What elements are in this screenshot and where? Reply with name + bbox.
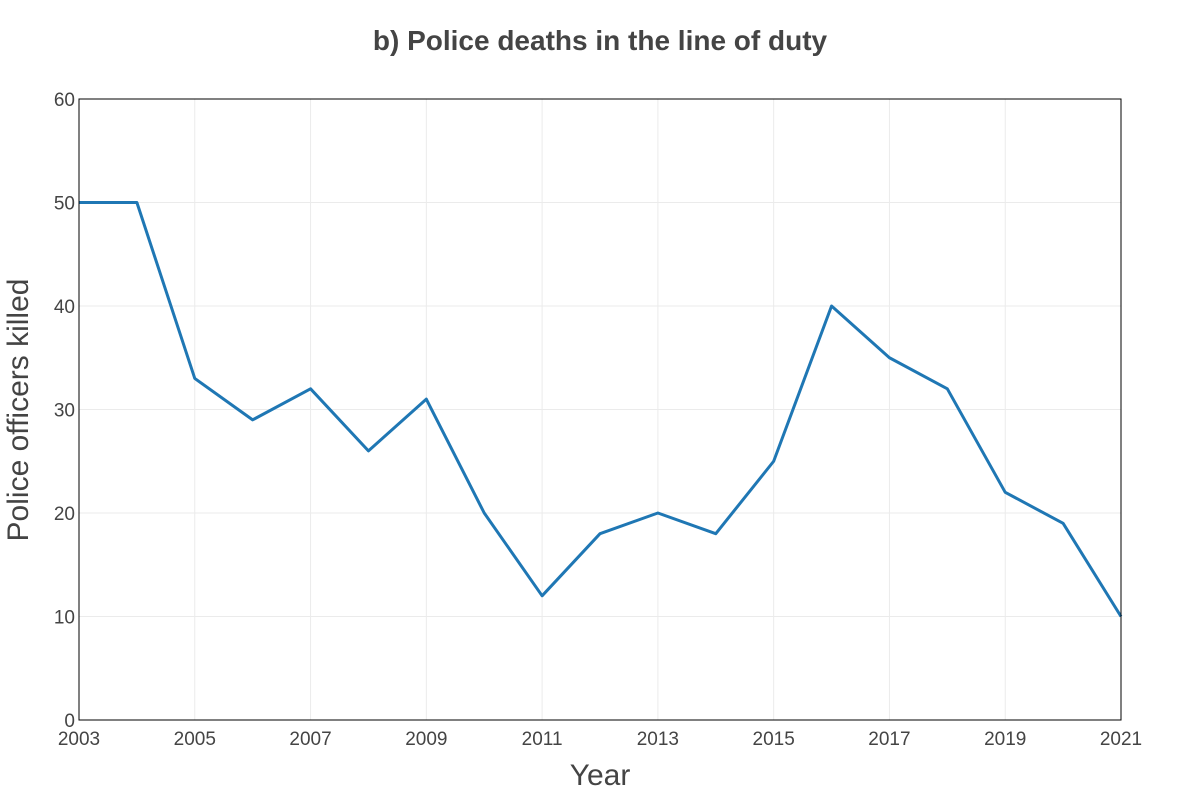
y-tick-label: 60	[54, 90, 75, 111]
x-tick-label: 2019	[984, 729, 1026, 750]
y-tick-label: 50	[54, 194, 75, 215]
x-tick-label: 2003	[58, 729, 100, 750]
x-tick-label: 2021	[1100, 729, 1142, 750]
x-axis-label: Year	[570, 759, 631, 792]
y-axis-ticks: 0 10 20 30 40 50 60	[54, 90, 75, 732]
chart-title: b) Police deaths in the line of duty	[373, 25, 828, 56]
x-tick-label: 2009	[405, 729, 447, 750]
y-tick-label: 30	[54, 401, 75, 422]
y-tick-label: 0	[64, 711, 75, 732]
y-tick-label: 40	[54, 297, 75, 318]
y-tick-label: 20	[54, 504, 75, 525]
y-axis-label: Police officers killed	[2, 279, 35, 542]
x-tick-label: 2007	[289, 729, 331, 750]
x-axis-ticks: 2003 2005 2007 2009 2011 2013 2015 2017 2019 2021	[58, 729, 1142, 750]
x-tick-label: 2017	[868, 729, 910, 750]
series-line	[79, 201, 1123, 618]
x-tick-label: 2013	[637, 729, 679, 750]
x-tick-label: 2015	[753, 729, 795, 750]
series-layer	[79, 201, 1123, 618]
grid	[78, 98, 1122, 721]
plot-frame	[78, 98, 1122, 721]
x-tick-label: 2011	[522, 729, 563, 750]
y-tick-label: 10	[54, 608, 75, 629]
x-tick-label: 2005	[174, 729, 216, 750]
